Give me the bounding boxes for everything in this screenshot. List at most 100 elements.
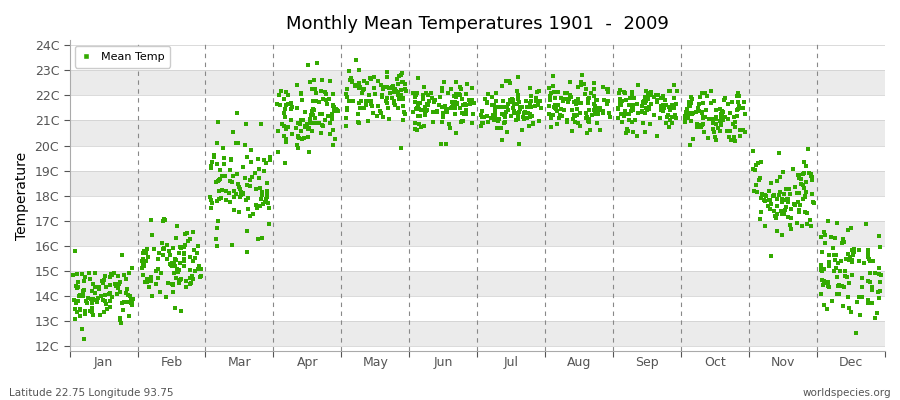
- Point: [174, 275, 188, 282]
- Point: [87, 290, 102, 296]
- Point: [680, 112, 694, 118]
- Point: [277, 114, 292, 121]
- Point: [571, 120, 585, 126]
- Point: [636, 120, 651, 126]
- Point: [302, 149, 317, 155]
- Point: [735, 127, 750, 134]
- Point: [437, 79, 452, 85]
- Point: [115, 300, 130, 306]
- Point: [579, 91, 593, 98]
- Point: [69, 270, 84, 277]
- Point: [202, 193, 217, 200]
- Point: [293, 120, 308, 127]
- Point: [85, 305, 99, 312]
- Point: [509, 117, 524, 124]
- Point: [564, 94, 579, 100]
- Point: [135, 256, 149, 262]
- Point: [70, 285, 85, 292]
- Point: [100, 306, 114, 312]
- Point: [827, 268, 842, 274]
- Point: [172, 250, 186, 256]
- Point: [523, 85, 537, 91]
- Point: [66, 272, 80, 278]
- Point: [600, 86, 615, 92]
- Point: [303, 120, 318, 126]
- Point: [626, 103, 640, 109]
- Point: [239, 228, 254, 234]
- Point: [367, 74, 382, 80]
- Point: [211, 218, 225, 224]
- Point: [546, 72, 561, 79]
- Point: [216, 161, 230, 167]
- Point: [575, 72, 590, 78]
- Point: [243, 177, 257, 183]
- Point: [173, 277, 187, 284]
- Point: [651, 92, 665, 98]
- Point: [99, 284, 113, 291]
- Point: [391, 105, 405, 111]
- Point: [167, 304, 182, 311]
- Point: [806, 177, 820, 183]
- Point: [326, 127, 340, 134]
- Point: [532, 118, 546, 124]
- Point: [746, 166, 760, 172]
- Point: [426, 109, 440, 115]
- Point: [733, 126, 747, 133]
- Point: [416, 96, 430, 102]
- Point: [798, 193, 813, 200]
- Point: [524, 104, 538, 110]
- Point: [488, 104, 502, 110]
- Point: [545, 112, 560, 118]
- Point: [706, 129, 721, 136]
- Point: [485, 111, 500, 118]
- Point: [388, 102, 402, 108]
- Point: [619, 96, 634, 103]
- Text: Latitude 22.75 Longitude 93.75: Latitude 22.75 Longitude 93.75: [9, 388, 174, 398]
- Point: [298, 123, 312, 129]
- Point: [352, 119, 366, 126]
- Point: [233, 189, 248, 196]
- Point: [581, 107, 596, 113]
- Point: [511, 74, 526, 80]
- Point: [393, 144, 408, 151]
- Point: [805, 191, 819, 197]
- Point: [814, 249, 829, 255]
- Point: [656, 102, 670, 108]
- Point: [223, 167, 238, 173]
- Point: [313, 110, 328, 117]
- Point: [545, 83, 560, 89]
- Point: [757, 197, 771, 204]
- Point: [411, 100, 426, 106]
- Point: [796, 185, 811, 191]
- Point: [120, 286, 134, 292]
- Point: [454, 119, 468, 126]
- Point: [203, 163, 218, 169]
- Point: [510, 101, 525, 107]
- Point: [454, 105, 468, 112]
- Point: [518, 108, 532, 115]
- Point: [319, 90, 333, 97]
- Point: [186, 258, 201, 264]
- Point: [139, 258, 153, 264]
- Point: [136, 261, 150, 267]
- Point: [779, 196, 794, 202]
- Point: [503, 80, 517, 87]
- Point: [396, 95, 410, 101]
- Point: [158, 246, 172, 252]
- Point: [212, 166, 227, 173]
- Point: [731, 90, 745, 96]
- Point: [410, 74, 425, 81]
- Point: [473, 111, 488, 118]
- Point: [314, 88, 328, 94]
- Point: [862, 269, 877, 276]
- Point: [458, 100, 473, 107]
- Point: [281, 100, 295, 107]
- Point: [831, 260, 845, 266]
- Point: [732, 93, 746, 99]
- Point: [659, 120, 673, 126]
- Point: [696, 100, 710, 106]
- Point: [297, 135, 311, 142]
- Point: [579, 115, 593, 122]
- Bar: [69, 45, 885, 70]
- Point: [695, 108, 709, 115]
